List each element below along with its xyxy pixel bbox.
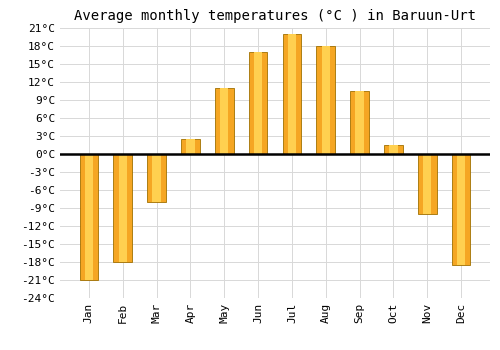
- Bar: [390, 145, 398, 154]
- Bar: [282, 34, 301, 154]
- Bar: [215, 88, 234, 154]
- Bar: [152, 154, 160, 202]
- Bar: [80, 154, 98, 280]
- Bar: [418, 154, 436, 214]
- Bar: [288, 34, 296, 154]
- Bar: [457, 154, 466, 265]
- Bar: [356, 91, 364, 154]
- Bar: [118, 154, 127, 261]
- Bar: [186, 139, 194, 154]
- Bar: [350, 91, 369, 154]
- Bar: [84, 154, 93, 280]
- Bar: [452, 154, 470, 265]
- Bar: [147, 154, 166, 202]
- Bar: [249, 52, 268, 154]
- Bar: [114, 154, 132, 261]
- Bar: [254, 52, 262, 154]
- Bar: [316, 46, 335, 154]
- Title: Average monthly temperatures (°C ) in Baruun-Urt: Average monthly temperatures (°C ) in Ba…: [74, 9, 476, 23]
- Bar: [384, 145, 403, 154]
- Bar: [423, 154, 432, 214]
- Bar: [220, 88, 228, 154]
- Bar: [181, 139, 200, 154]
- Bar: [322, 46, 330, 154]
